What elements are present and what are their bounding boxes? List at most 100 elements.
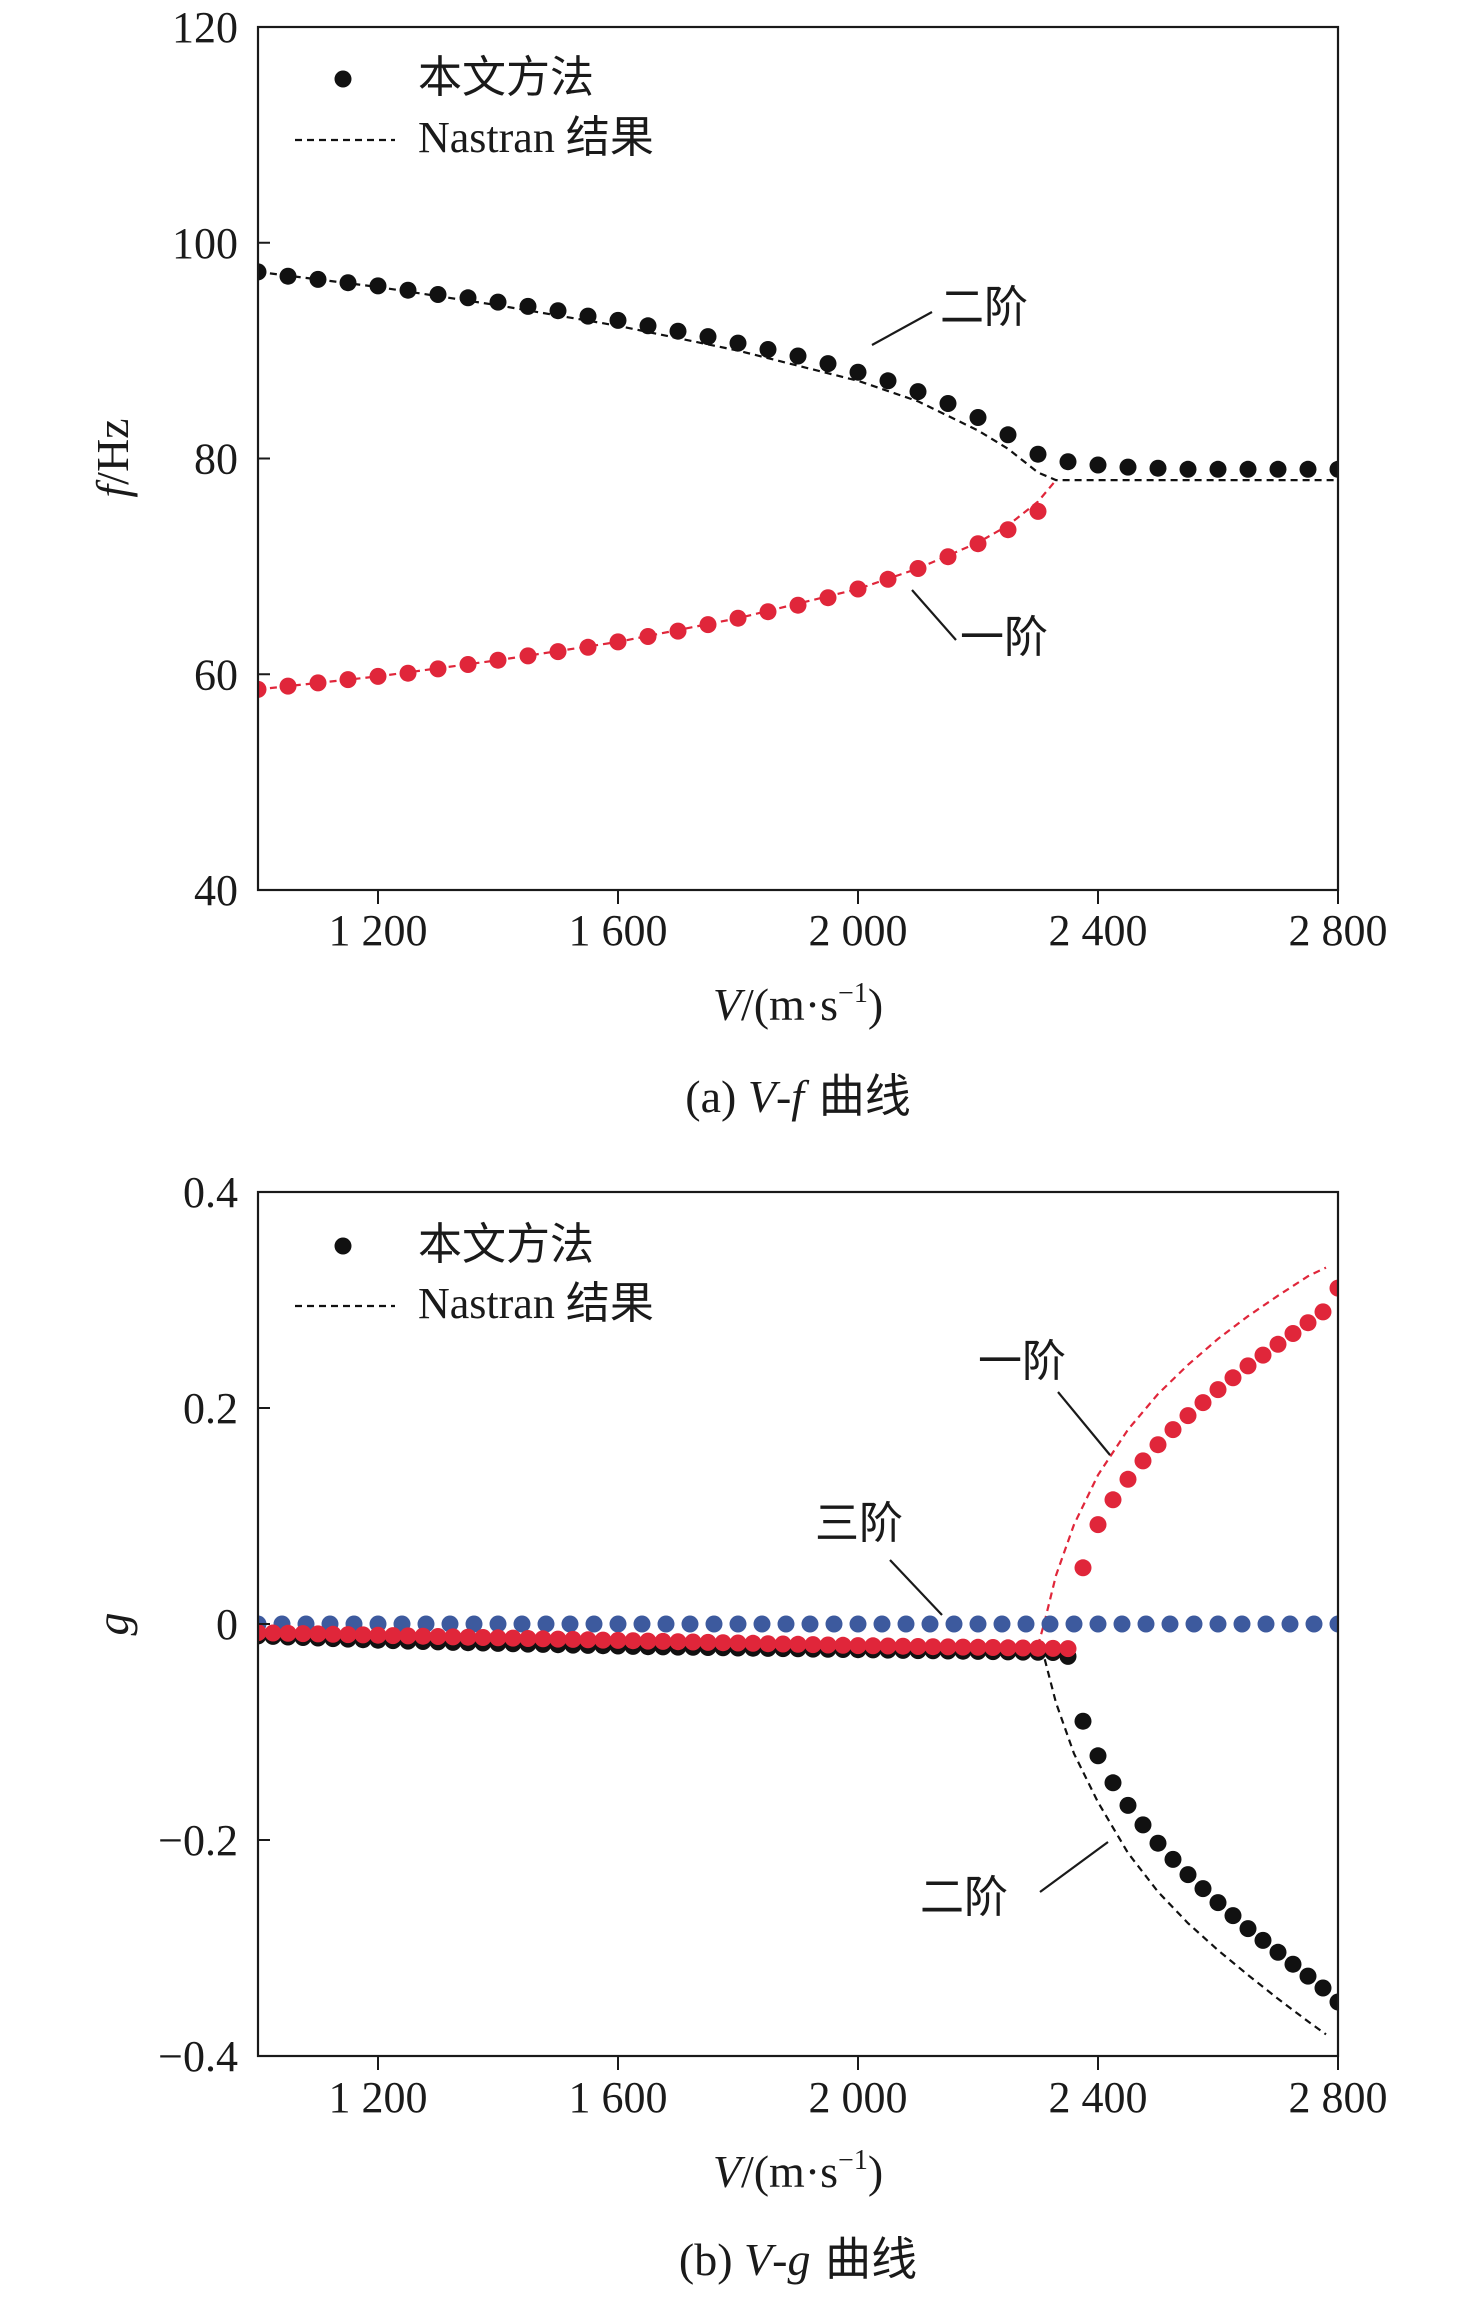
data-point <box>699 616 717 634</box>
data-point <box>801 1615 819 1633</box>
data-point <box>1284 1955 1302 1973</box>
data-point <box>684 1633 702 1651</box>
data-point <box>465 1615 483 1633</box>
x-tick-label: 2 400 <box>1049 2073 1148 2122</box>
series-1 <box>258 1627 1338 2011</box>
data-point <box>1113 1615 1131 1633</box>
data-point <box>1209 1381 1227 1399</box>
data-point <box>849 580 867 598</box>
data-point <box>1119 1796 1137 1814</box>
data-point <box>759 341 777 358</box>
data-point <box>1239 1357 1257 1375</box>
data-point <box>1257 1615 1275 1633</box>
data-point <box>669 322 687 340</box>
data-point <box>1305 1615 1323 1633</box>
data-point <box>1074 1712 1092 1730</box>
x-tick-label: 1 600 <box>569 906 668 955</box>
data-point <box>849 1637 867 1655</box>
data-point <box>624 1632 642 1650</box>
annotation-leader <box>1057 1391 1111 1456</box>
x-tick-label: 2 000 <box>809 906 908 955</box>
data-point <box>639 1632 657 1650</box>
data-point <box>753 1615 771 1633</box>
data-point <box>759 1635 777 1653</box>
data-point <box>939 1638 957 1656</box>
data-point <box>819 1636 837 1654</box>
data-point <box>639 628 657 645</box>
data-point <box>369 1626 387 1644</box>
data-point <box>954 1638 972 1656</box>
x-tick-label: 2 800 <box>1289 906 1388 955</box>
data-point <box>1164 1421 1182 1439</box>
data-point <box>1161 1615 1179 1633</box>
data-point <box>774 1635 792 1653</box>
data-point <box>564 1630 582 1648</box>
data-point <box>669 1633 687 1651</box>
data-point <box>1134 1816 1152 1834</box>
data-point <box>669 622 687 640</box>
data-point <box>1134 1452 1152 1470</box>
data-point <box>1329 1279 1338 1297</box>
data-point <box>1254 1346 1272 1364</box>
data-point <box>519 1630 537 1647</box>
y-tick-label: 60 <box>194 650 238 699</box>
data-point <box>921 1615 939 1633</box>
data-point <box>1185 1615 1203 1633</box>
data-point <box>489 651 507 669</box>
data-point <box>429 286 447 303</box>
annotation-leader <box>911 589 957 641</box>
data-point <box>1209 1894 1227 1912</box>
legend: 本文方法 Nastran 结果 <box>295 52 654 162</box>
data-point <box>399 664 417 682</box>
data-point <box>1239 1920 1257 1938</box>
series-line-3 <box>258 479 1057 691</box>
data-point <box>969 535 987 553</box>
data-point <box>1254 1931 1272 1949</box>
data-point <box>1089 456 1107 474</box>
data-point <box>699 328 717 346</box>
data-point <box>1269 1943 1287 1961</box>
data-point <box>1104 1491 1122 1509</box>
y-tick-label: 0.4 <box>183 1168 238 1217</box>
y-axis-label: g <box>87 1613 138 1636</box>
data-point <box>1233 1615 1251 1633</box>
data-point <box>1329 1615 1338 1633</box>
data-point <box>309 674 327 692</box>
data-point <box>1119 458 1137 476</box>
annotation-label: 三阶 <box>815 1498 903 1549</box>
y-tick-label: −0.2 <box>158 1816 238 1865</box>
data-point <box>1164 1850 1182 1868</box>
data-point <box>999 1639 1017 1657</box>
data-point <box>1269 460 1287 478</box>
data-point <box>537 1615 555 1633</box>
y-tick-label: 120 <box>172 3 238 52</box>
data-point <box>294 1625 312 1643</box>
data-point <box>1209 460 1227 478</box>
data-point <box>999 426 1017 444</box>
x-tick-label: 1 200 <box>329 2073 428 2122</box>
data-point <box>1194 1394 1212 1412</box>
data-point <box>459 289 477 307</box>
data-point <box>561 1615 579 1633</box>
data-point <box>459 656 477 673</box>
x-axis-label: V/(m·s−1) <box>713 2145 883 2197</box>
data-point <box>909 383 927 401</box>
data-point <box>1149 1436 1167 1454</box>
annotation-label: 二阶 <box>920 1872 1008 1923</box>
data-point <box>429 1628 447 1645</box>
data-point <box>489 1615 507 1633</box>
data-point <box>939 548 957 566</box>
legend: 本文方法 Nastran 结果 <box>295 1219 654 1328</box>
series-2 <box>258 1279 1338 1658</box>
legend-label: 本文方法 <box>418 1219 594 1270</box>
y-tick-label: 0.2 <box>183 1384 238 1433</box>
data-point <box>1119 1470 1137 1488</box>
data-point <box>609 1615 627 1633</box>
data-point <box>279 677 297 695</box>
data-point <box>873 1615 891 1633</box>
data-point <box>729 609 747 627</box>
data-point <box>1224 1907 1242 1925</box>
data-point <box>549 302 567 320</box>
data-point <box>549 643 567 661</box>
data-point <box>1059 453 1077 471</box>
